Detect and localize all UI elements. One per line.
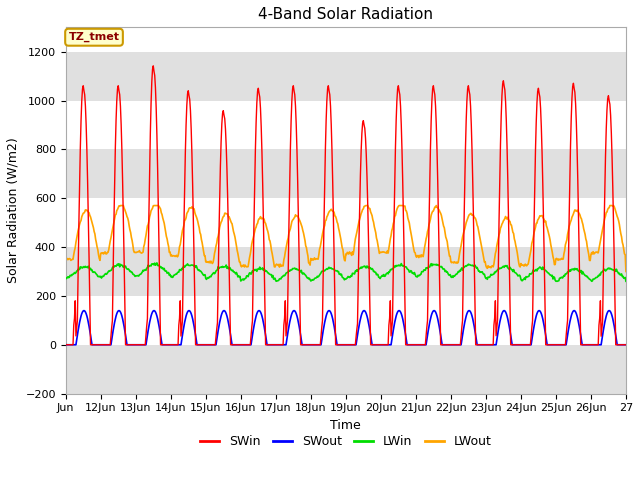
Title: 4-Band Solar Radiation: 4-Band Solar Radiation bbox=[259, 7, 433, 22]
Bar bbox=[66, 345, 626, 394]
X-axis label: Time: Time bbox=[330, 419, 361, 432]
Bar bbox=[66, 247, 626, 296]
Y-axis label: Solar Radiation (W/m2): Solar Radiation (W/m2) bbox=[7, 138, 20, 283]
Text: TZ_tmet: TZ_tmet bbox=[68, 32, 120, 42]
Bar bbox=[66, 149, 626, 198]
Bar bbox=[66, 52, 626, 100]
Legend: SWin, SWout, LWin, LWout: SWin, SWout, LWin, LWout bbox=[195, 430, 497, 453]
